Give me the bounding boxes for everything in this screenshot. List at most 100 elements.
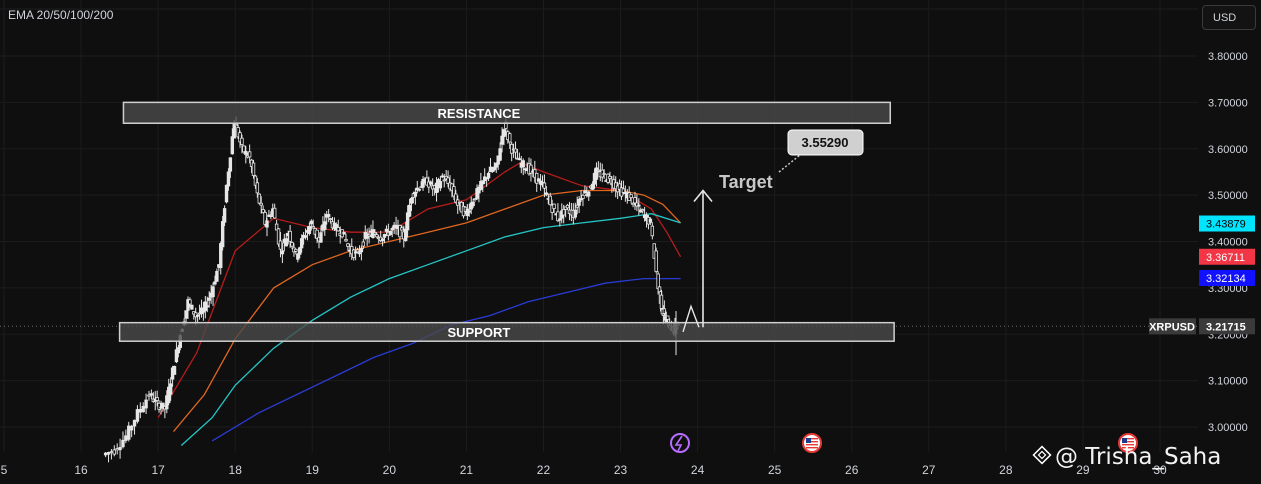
- x-tick-label: 27: [922, 463, 936, 477]
- candle-body: [421, 179, 425, 188]
- candle-body: [222, 208, 227, 223]
- candle-body: [326, 214, 331, 218]
- y-tick-label: 3.10000: [1208, 376, 1248, 388]
- target-price-label: 3.55290: [802, 135, 849, 150]
- y-tick-label: 3.80000: [1208, 51, 1248, 63]
- candle-body: [596, 169, 601, 172]
- currency-button[interactable]: USD: [1202, 5, 1256, 30]
- candle-body: [121, 439, 125, 448]
- candle-body: [467, 210, 471, 213]
- ema200-price-tag-label: 3.32134: [1206, 273, 1246, 285]
- candle-body: [635, 202, 639, 207]
- candle-body: [276, 228, 281, 245]
- candle-body: [575, 204, 579, 208]
- ema20-price-tag: [1199, 248, 1255, 265]
- candle-body: [220, 221, 225, 248]
- candle-body: [242, 145, 246, 153]
- candle-body: [230, 136, 235, 155]
- candle-body: [298, 247, 302, 255]
- candle-body: [529, 164, 533, 174]
- candle-body: [629, 194, 633, 198]
- candle-body: [631, 202, 635, 206]
- candle-body: [284, 238, 288, 247]
- target-leader: [778, 154, 801, 173]
- candle-body: [103, 452, 108, 456]
- candle-body: [400, 227, 404, 231]
- candle-body: [602, 173, 606, 175]
- candle-body: [656, 273, 660, 290]
- symbol-tag: [1149, 318, 1196, 335]
- candle-body: [481, 180, 485, 185]
- candle-body: [484, 177, 489, 180]
- candle-body: [479, 181, 483, 190]
- x-tick-label: 26: [845, 463, 859, 477]
- candle-body: [294, 248, 298, 252]
- candle-body: [475, 188, 479, 199]
- y-tick-label: 3.00000: [1208, 422, 1248, 434]
- candle-body: [548, 195, 552, 206]
- symbol-tag-label: XRPUSD: [1149, 321, 1195, 333]
- candle-body: [272, 207, 277, 219]
- candle-body: [213, 281, 217, 285]
- candle-body: [573, 209, 577, 218]
- candle-body: [278, 240, 283, 250]
- resistance-zone-box: [122, 101, 892, 124]
- candle-body: [494, 162, 498, 168]
- candle-body: [438, 181, 443, 189]
- candle-body: [205, 305, 209, 308]
- candle-body: [309, 220, 314, 225]
- candle-body: [492, 166, 497, 171]
- candle-body: [429, 181, 433, 185]
- candle-body: [112, 449, 117, 455]
- candle-body: [215, 270, 219, 282]
- candle-body: [253, 175, 258, 186]
- candle-body: [552, 203, 556, 209]
- y-tick-label: 3.40000: [1208, 237, 1248, 249]
- candle-body: [211, 286, 215, 298]
- candle-body: [390, 228, 394, 231]
- candle-body: [167, 386, 171, 404]
- candle-body: [124, 435, 128, 441]
- candle-body: [498, 148, 502, 161]
- x-tick-label: 20: [383, 463, 397, 477]
- ema200-price-tag: [1199, 269, 1255, 286]
- support-zone-label: SUPPORT: [447, 325, 510, 340]
- candle-body: [236, 127, 240, 138]
- candles: [103, 116, 680, 463]
- x-tick-label: 16: [74, 463, 88, 477]
- price-axis: 3.800003.700003.600003.500003.400003.300…: [1149, 51, 1255, 434]
- candle-body: [398, 225, 402, 238]
- candle-body: [380, 238, 385, 242]
- candle-body: [577, 199, 581, 206]
- candle-body: [473, 198, 477, 201]
- candle-body: [238, 132, 242, 143]
- candle-body: [255, 182, 260, 194]
- candle-body: [344, 238, 348, 242]
- x-tick-label: 5: [1, 463, 8, 477]
- candle-body: [247, 151, 252, 158]
- x-tick-label: 25: [768, 463, 782, 477]
- candle-body: [342, 231, 346, 235]
- ema20-line: [157, 161, 682, 419]
- last-price-tag-label: 3.21715: [1206, 321, 1246, 333]
- candle-body: [535, 172, 539, 184]
- candle-body: [190, 304, 194, 310]
- resistance-zone-label: RESISTANCE: [437, 106, 520, 121]
- candle-body: [659, 294, 664, 309]
- candle-body: [141, 405, 145, 413]
- candle-body: [565, 204, 570, 209]
- candle-body: [351, 249, 356, 258]
- candle-body: [251, 162, 256, 176]
- ema20-price-tag-label: 3.36711: [1206, 252, 1245, 264]
- candle-body: [542, 182, 547, 189]
- indicator-label[interactable]: EMA 20/50/100/200: [8, 8, 114, 22]
- candle-body: [404, 228, 408, 242]
- last-price-tag: [1199, 318, 1255, 335]
- candle-body: [323, 221, 327, 230]
- candle-body: [228, 157, 233, 172]
- candle-body: [558, 218, 562, 221]
- candle-body: [590, 183, 595, 190]
- candle-body: [355, 249, 360, 253]
- candle-body: [315, 229, 319, 239]
